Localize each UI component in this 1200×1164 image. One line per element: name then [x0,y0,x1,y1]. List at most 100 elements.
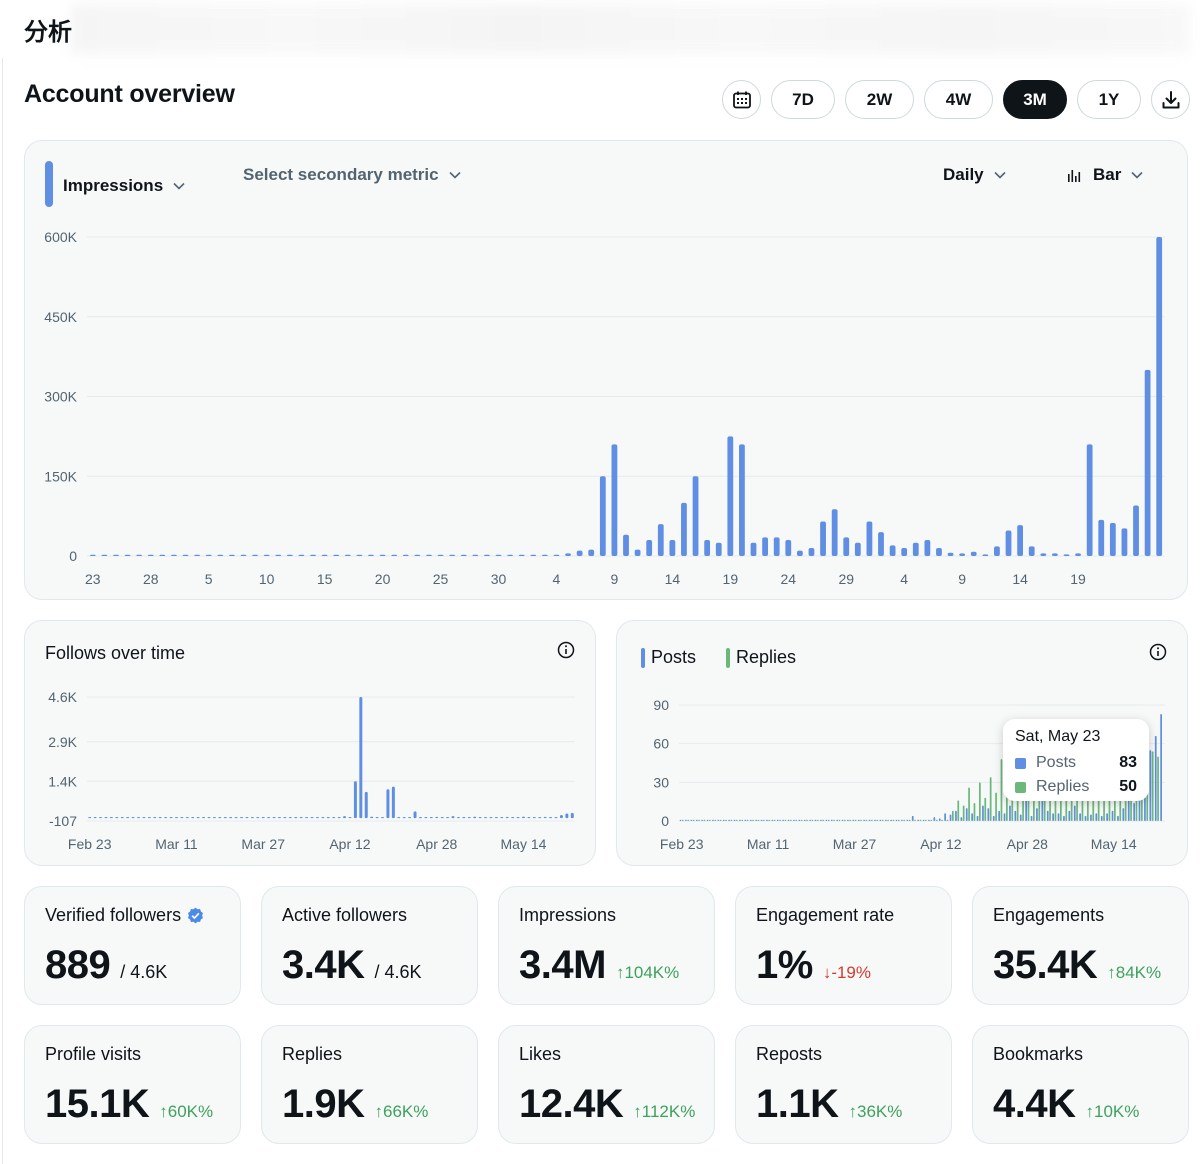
chart-tooltip: Sat, May 23 Posts 83 Replies 50 [1003,719,1149,801]
bar-posts [755,819,757,821]
y-tick-label: 30 [653,774,669,790]
stat-card-bookmarks[interactable]: Bookmarks 4.4K ↑10K% [972,1025,1189,1144]
range-2w-button[interactable]: 2W [845,80,914,119]
bar-replies [935,819,938,821]
bar-impressions [194,554,201,556]
bar-posts [1025,800,1027,821]
bar-follows [250,816,254,819]
bar-follows [137,816,141,819]
info-icon[interactable] [557,641,575,659]
stat-label: Active followers [282,905,408,925]
bar-posts [722,819,725,821]
bar-impressions [1086,444,1093,556]
stat-card-verified-followers[interactable]: Verified followers 889 / 4.6K [24,886,241,1005]
bar-posts [1149,750,1152,821]
bar-follows [337,816,341,819]
tooltip-replies-value: 50 [1119,778,1137,795]
bar-posts [809,819,811,821]
stat-delta-text: 112K% [641,1102,696,1121]
stat-card-profile-visits[interactable]: Profile visits 15.1K ↑60K% [24,1025,241,1144]
bar-posts [982,805,984,821]
stat-card-engagement-rate[interactable]: Engagement rate 1% ↓-19% [735,886,952,1005]
bar-follows [164,816,168,819]
stat-value-row: 12.4K ↑112K% [519,1082,695,1127]
bar-posts [922,819,925,821]
bar-posts [852,819,855,821]
bar-posts [798,819,801,821]
bar-replies [881,819,884,821]
legend-posts[interactable]: Posts [641,647,696,668]
y-tick-label: 2.9K [48,734,77,750]
bar-impressions [588,549,595,556]
bar-follows [174,816,178,819]
info-icon[interactable] [1149,643,1167,661]
download-icon [1162,90,1179,108]
bar-posts [955,810,957,821]
bar-follows [115,816,119,819]
bar-impressions [147,554,154,556]
stat-total: / 4.6K [120,962,168,982]
bar-posts [971,813,973,821]
x-tick-label: 4 [900,571,908,587]
bar-follows [484,816,488,819]
stat-value-row: 1% ↓-19% [756,943,871,988]
bar-impressions [228,554,235,556]
range-3m-button[interactable]: 3M [1003,80,1067,119]
stat-card-likes[interactable]: Likes 12.4K ↑112K% [498,1025,715,1144]
bar-follows [397,816,401,819]
bar-impressions [959,553,966,556]
bar-posts [836,819,838,821]
stat-card-impressions[interactable]: Impressions 3.4M ↑104K% [498,886,715,1005]
bar-impressions [576,550,583,556]
bar-impressions [402,554,409,556]
bar-posts [1009,805,1011,821]
stat-card-active-followers[interactable]: Active followers 3.4K / 4.6K [261,886,478,1005]
bar-follows [532,816,536,819]
bar-impressions [518,554,525,556]
range-7d-button[interactable]: 7D [771,80,835,119]
bar-replies [730,819,733,821]
stat-delta: ↑112K% [633,1102,696,1121]
follows-bar-chart: -107 1.4K 2.9K 4.6K Feb 23 Mar 11 Mar 27 Apr 12… [48,689,575,852]
calendar-button[interactable] [722,80,761,119]
bar-impressions [89,554,96,556]
bar-impressions [727,436,734,556]
bar-posts [933,817,936,821]
bar-impressions [356,554,363,556]
range-4w-button[interactable]: 4W [924,80,993,119]
stat-delta: ↑66K% [374,1102,429,1121]
x-tick-label: 4 [553,571,561,587]
x-tick-label: 15 [317,571,333,587]
page-title: Account overview [24,80,235,108]
chart-type-select[interactable]: Bar [1067,165,1143,185]
bar-posts [787,819,790,821]
bar-impressions [681,502,687,556]
legend-swatch [641,647,645,668]
download-button[interactable] [1151,80,1190,119]
bar-posts [928,819,930,821]
stat-value: 889 [45,943,111,987]
bar-replies [752,819,754,821]
stat-card-engagements[interactable]: Engagements 35.4K ↑84K% [972,886,1189,1005]
bar-impressions [820,521,826,556]
range-1y-button[interactable]: 1Y [1077,80,1141,119]
x-tick-label: May 14 [1091,836,1137,852]
tooltip-date: Sat, May 23 [1015,728,1101,745]
stat-card-reposts[interactable]: Reposts 1.1K ↑36K% [735,1025,952,1144]
secondary-metric-select[interactable]: Select secondary metric [243,165,461,185]
chevron-down-icon [994,171,1006,179]
bar-follows [402,816,406,819]
chevron-down-icon [1131,171,1143,179]
bar-follows [147,816,151,819]
impressions-chart-card: Impressions Select secondary metric Dail… [24,140,1188,600]
bar-impressions [889,545,896,556]
legend-replies[interactable]: Replies [726,647,796,668]
stat-delta-text: -19% [831,963,871,982]
granularity-select[interactable]: Daily [943,165,1006,185]
bar-replies [709,819,711,821]
primary-metric-select[interactable]: Impressions [45,161,185,207]
stat-card-replies[interactable]: Replies 1.9K ↑66K% [261,1025,478,1144]
bar-replies [746,819,749,821]
bar-follows [527,816,531,819]
bar-posts [825,819,828,821]
